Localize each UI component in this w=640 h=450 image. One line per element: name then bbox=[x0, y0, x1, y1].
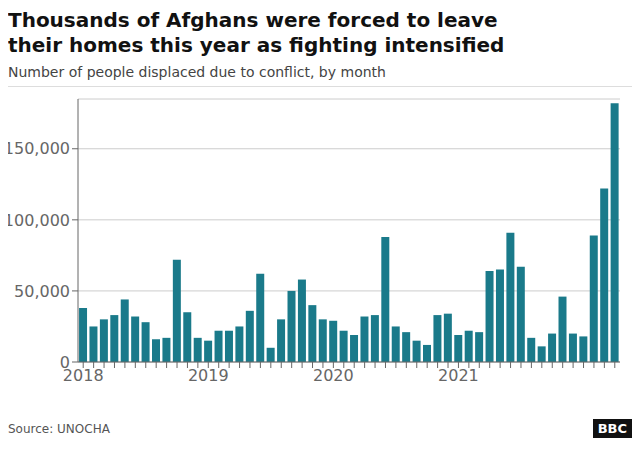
svg-text:2021: 2021 bbox=[438, 366, 479, 385]
svg-text:150,000: 150,000 bbox=[8, 139, 70, 158]
svg-text:50,000: 50,000 bbox=[14, 282, 70, 301]
svg-text:2018: 2018 bbox=[62, 366, 104, 386]
html-text:their homes this year as fight: their homes this year as fighting intens… bbox=[8, 33, 505, 57]
svg-text:0: 0 bbox=[60, 353, 70, 372]
html-text:Number of people displaced due: Number of people displaced due to confli… bbox=[8, 64, 386, 80]
html-text:Source: UNOCHA: Source: UNOCHA bbox=[8, 421, 110, 436]
svg-text:2020: 2020 bbox=[313, 366, 354, 385]
svg-text:2019: 2019 bbox=[188, 366, 229, 385]
html-text:BBC: BBC bbox=[597, 421, 627, 436]
svg-text:100,000: 100,000 bbox=[8, 211, 70, 230]
html-text:Thousands of Afghans were forc: Thousands of Afghans were forced to leav… bbox=[8, 8, 498, 32]
